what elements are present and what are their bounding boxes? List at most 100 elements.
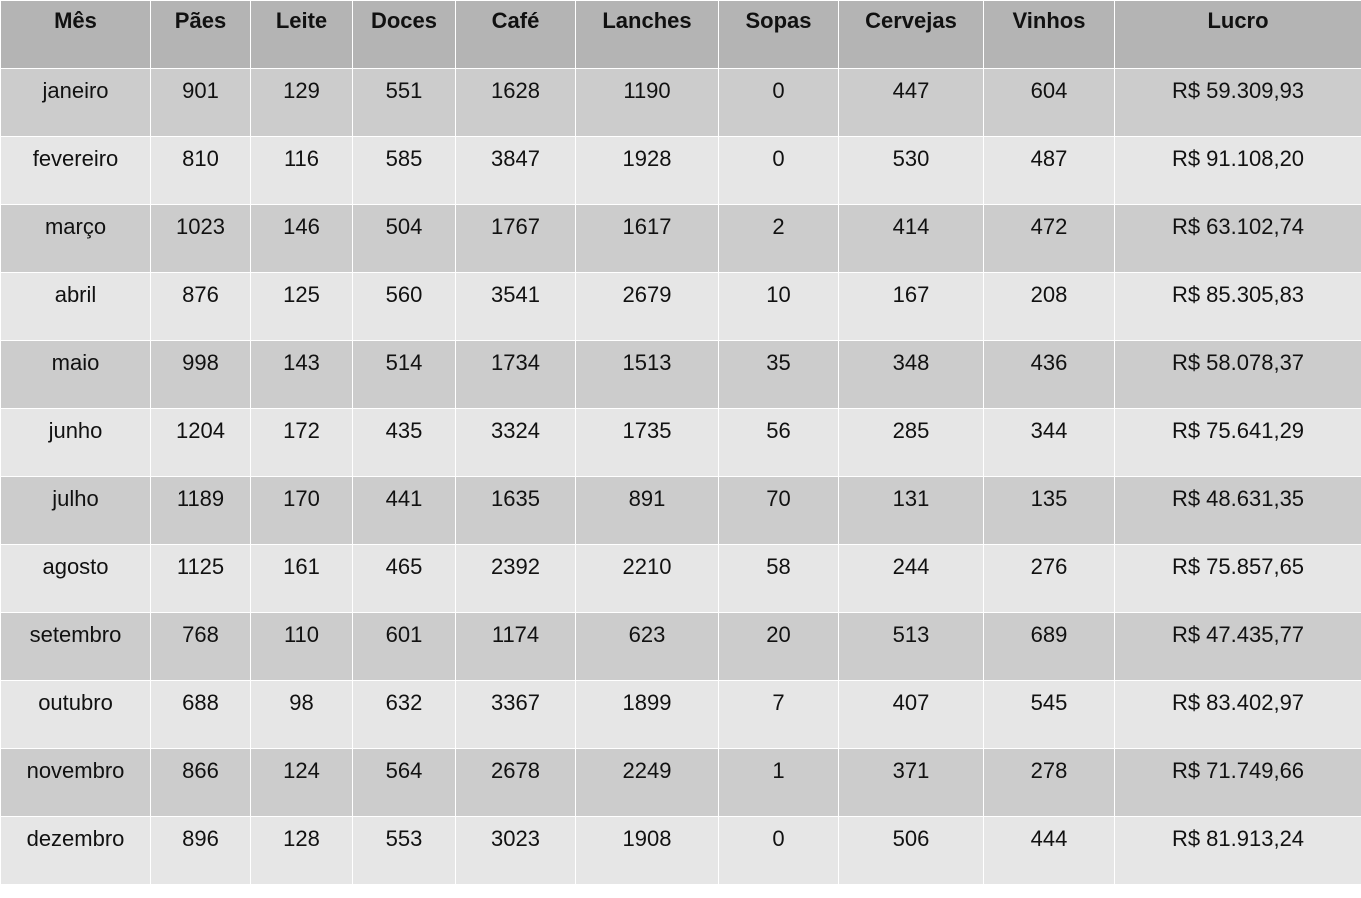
cell-sopas: 7 bbox=[718, 680, 839, 749]
cell-cervejas: 506 bbox=[838, 816, 984, 885]
cell-sopas: 1 bbox=[718, 748, 839, 817]
cell-paes: 1189 bbox=[150, 476, 251, 545]
cell-leite: 116 bbox=[250, 136, 353, 205]
table-header: Mês Pães Leite Doces Café Lanches Sopas … bbox=[0, 0, 1361, 69]
header-cell-leite: Leite bbox=[250, 0, 353, 69]
table-body: janeiro 901 129 551 1628 1190 0 447 604 R$ 59.309… bbox=[0, 68, 1361, 885]
table-row: novembro 866 124 564 2678 2249 1 371 278 R$ 71.74… bbox=[0, 748, 1361, 817]
cell-vinhos: 276 bbox=[983, 544, 1115, 613]
cell-leite: 110 bbox=[250, 612, 353, 681]
cell-vinhos: 472 bbox=[983, 204, 1115, 273]
cell-month: março bbox=[0, 204, 151, 273]
cell-lanches: 2249 bbox=[575, 748, 719, 817]
cell-cafe: 3367 bbox=[455, 680, 576, 749]
header-cell-paes: Pães bbox=[150, 0, 251, 69]
cell-leite: 124 bbox=[250, 748, 353, 817]
cell-month: fevereiro bbox=[0, 136, 151, 205]
cell-vinhos: 344 bbox=[983, 408, 1115, 477]
cell-month: julho bbox=[0, 476, 151, 545]
cell-paes: 1125 bbox=[150, 544, 251, 613]
cell-doces: 465 bbox=[352, 544, 456, 613]
cell-lucro: R$ 75.641,29 bbox=[1114, 408, 1361, 477]
cell-cafe: 1767 bbox=[455, 204, 576, 273]
cell-doces: 564 bbox=[352, 748, 456, 817]
cell-lanches: 1899 bbox=[575, 680, 719, 749]
cell-sopas: 20 bbox=[718, 612, 839, 681]
table-row: outubro 688 98 632 3367 1899 7 407 545 R$ 83.402,… bbox=[0, 680, 1361, 749]
table-row: janeiro 901 129 551 1628 1190 0 447 604 R$ 59.309… bbox=[0, 68, 1361, 137]
header-cell-doces: Doces bbox=[352, 0, 456, 69]
cell-lucro: R$ 81.913,24 bbox=[1114, 816, 1361, 885]
cell-month: janeiro bbox=[0, 68, 151, 137]
cell-cervejas: 285 bbox=[838, 408, 984, 477]
cell-cafe: 3541 bbox=[455, 272, 576, 341]
cell-month: setembro bbox=[0, 612, 151, 681]
cell-lucro: R$ 71.749,66 bbox=[1114, 748, 1361, 817]
cell-cervejas: 414 bbox=[838, 204, 984, 273]
cell-leite: 143 bbox=[250, 340, 353, 409]
header-cell-cafe: Café bbox=[455, 0, 576, 69]
cell-lucro: R$ 63.102,74 bbox=[1114, 204, 1361, 273]
cell-lanches: 2210 bbox=[575, 544, 719, 613]
cell-lucro: R$ 48.631,35 bbox=[1114, 476, 1361, 545]
cell-lanches: 1190 bbox=[575, 68, 719, 137]
cell-lucro: R$ 91.108,20 bbox=[1114, 136, 1361, 205]
cell-month: outubro bbox=[0, 680, 151, 749]
header-cell-cervejas: Cervejas bbox=[838, 0, 984, 69]
cell-cafe: 1174 bbox=[455, 612, 576, 681]
cell-doces: 441 bbox=[352, 476, 456, 545]
cell-lanches: 1617 bbox=[575, 204, 719, 273]
cell-lanches: 1928 bbox=[575, 136, 719, 205]
cell-month: abril bbox=[0, 272, 151, 341]
table-row: agosto 1125 161 465 2392 2210 58 244 276 R$ 75.85… bbox=[0, 544, 1361, 613]
cell-doces: 585 bbox=[352, 136, 456, 205]
cell-cervejas: 371 bbox=[838, 748, 984, 817]
cell-cafe: 3023 bbox=[455, 816, 576, 885]
cell-leite: 128 bbox=[250, 816, 353, 885]
cell-cervejas: 131 bbox=[838, 476, 984, 545]
cell-paes: 998 bbox=[150, 340, 251, 409]
table-row: dezembro 896 128 553 3023 1908 0 506 444 R$ 81.91… bbox=[0, 816, 1361, 885]
cell-sopas: 70 bbox=[718, 476, 839, 545]
header-cell-lucro: Lucro bbox=[1114, 0, 1361, 69]
header-cell-sopas: Sopas bbox=[718, 0, 839, 69]
cell-leite: 172 bbox=[250, 408, 353, 477]
header-row: Mês Pães Leite Doces Café Lanches Sopas … bbox=[0, 0, 1361, 69]
cell-paes: 876 bbox=[150, 272, 251, 341]
cell-paes: 866 bbox=[150, 748, 251, 817]
cell-lucro: R$ 59.309,93 bbox=[1114, 68, 1361, 137]
header-cell-lanches: Lanches bbox=[575, 0, 719, 69]
cell-vinhos: 278 bbox=[983, 748, 1115, 817]
cell-cafe: 1635 bbox=[455, 476, 576, 545]
cell-month: maio bbox=[0, 340, 151, 409]
cell-vinhos: 444 bbox=[983, 816, 1115, 885]
cell-sopas: 58 bbox=[718, 544, 839, 613]
cell-doces: 553 bbox=[352, 816, 456, 885]
header-cell-vinhos: Vinhos bbox=[983, 0, 1115, 69]
cell-lanches: 891 bbox=[575, 476, 719, 545]
cell-doces: 601 bbox=[352, 612, 456, 681]
cell-cervejas: 447 bbox=[838, 68, 984, 137]
table-row: julho 1189 170 441 1635 891 70 131 135 R$ 48.631,… bbox=[0, 476, 1361, 545]
cell-sopas: 0 bbox=[718, 816, 839, 885]
cell-leite: 161 bbox=[250, 544, 353, 613]
cell-doces: 560 bbox=[352, 272, 456, 341]
cell-lanches: 1908 bbox=[575, 816, 719, 885]
cell-lanches: 1735 bbox=[575, 408, 719, 477]
cell-cafe: 2392 bbox=[455, 544, 576, 613]
cell-cafe: 1734 bbox=[455, 340, 576, 409]
cell-paes: 688 bbox=[150, 680, 251, 749]
cell-lucro: R$ 83.402,97 bbox=[1114, 680, 1361, 749]
cell-lucro: R$ 75.857,65 bbox=[1114, 544, 1361, 613]
cell-month: junho bbox=[0, 408, 151, 477]
table-row: abril 876 125 560 3541 2679 10 167 208 R$ 85.305,… bbox=[0, 272, 1361, 341]
cell-paes: 1204 bbox=[150, 408, 251, 477]
cell-lanches: 623 bbox=[575, 612, 719, 681]
cell-cervejas: 348 bbox=[838, 340, 984, 409]
cell-doces: 514 bbox=[352, 340, 456, 409]
cell-lucro: R$ 58.078,37 bbox=[1114, 340, 1361, 409]
cell-paes: 896 bbox=[150, 816, 251, 885]
cell-paes: 768 bbox=[150, 612, 251, 681]
cell-leite: 170 bbox=[250, 476, 353, 545]
